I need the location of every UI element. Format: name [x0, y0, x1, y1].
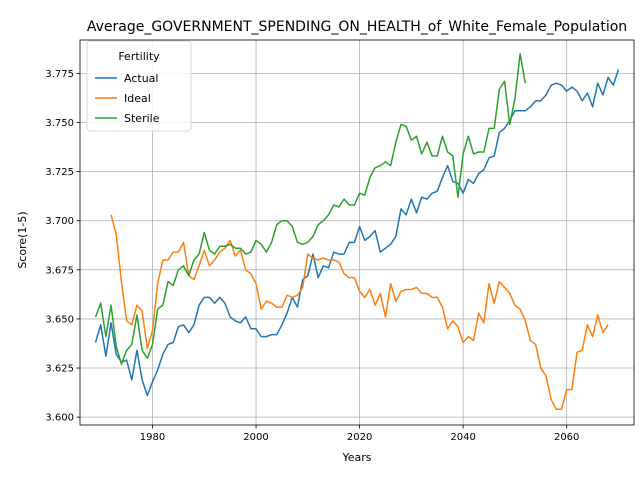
y-tick-label: 3.700 — [45, 216, 74, 227]
x-tick-label: 1980 — [140, 432, 165, 443]
y-tick-label: 3.600 — [45, 413, 74, 424]
legend-label-ideal: Ideal — [124, 92, 151, 105]
legend-box — [86, 40, 192, 132]
legend-label-sterile: Sterile — [124, 112, 160, 125]
x-tick-label: 2060 — [554, 432, 579, 443]
x-tick-label: 2020 — [347, 432, 372, 443]
legend-label-actual: Actual — [124, 72, 158, 85]
legend-title: Fertility — [118, 50, 160, 63]
x-axis: 1980 2000 2020 2040 2060 — [140, 425, 579, 443]
y-tick-label: 3.625 — [45, 364, 74, 375]
y-axis-title: Score(1-5) — [16, 211, 29, 268]
legend: Fertility Actual Ideal Sterile — [86, 40, 192, 132]
y-tick-label: 3.650 — [45, 314, 74, 325]
chart-title: Average_GOVERNMENT_SPENDING_ON_HEALTH_of… — [87, 19, 627, 35]
series-line-ideal — [110, 214, 609, 411]
x-tick-label: 2040 — [450, 432, 475, 443]
series-lines — [94, 53, 620, 411]
x-tick-label: 2000 — [243, 432, 268, 443]
y-tick-label: 3.775 — [45, 69, 74, 80]
x-axis-title: Years — [341, 451, 371, 464]
series-line-sterile — [94, 53, 527, 365]
y-tick-label: 3.750 — [45, 118, 74, 129]
y-axis: 3.600 3.625 3.650 3.675 3.700 3.725 3.750 3.775 — [45, 69, 80, 424]
grid-lines — [80, 40, 634, 425]
y-tick-label: 3.725 — [45, 167, 74, 178]
plot-frame — [79, 39, 635, 426]
y-tick-label: 3.675 — [45, 265, 74, 276]
series-line-actual — [94, 69, 620, 397]
